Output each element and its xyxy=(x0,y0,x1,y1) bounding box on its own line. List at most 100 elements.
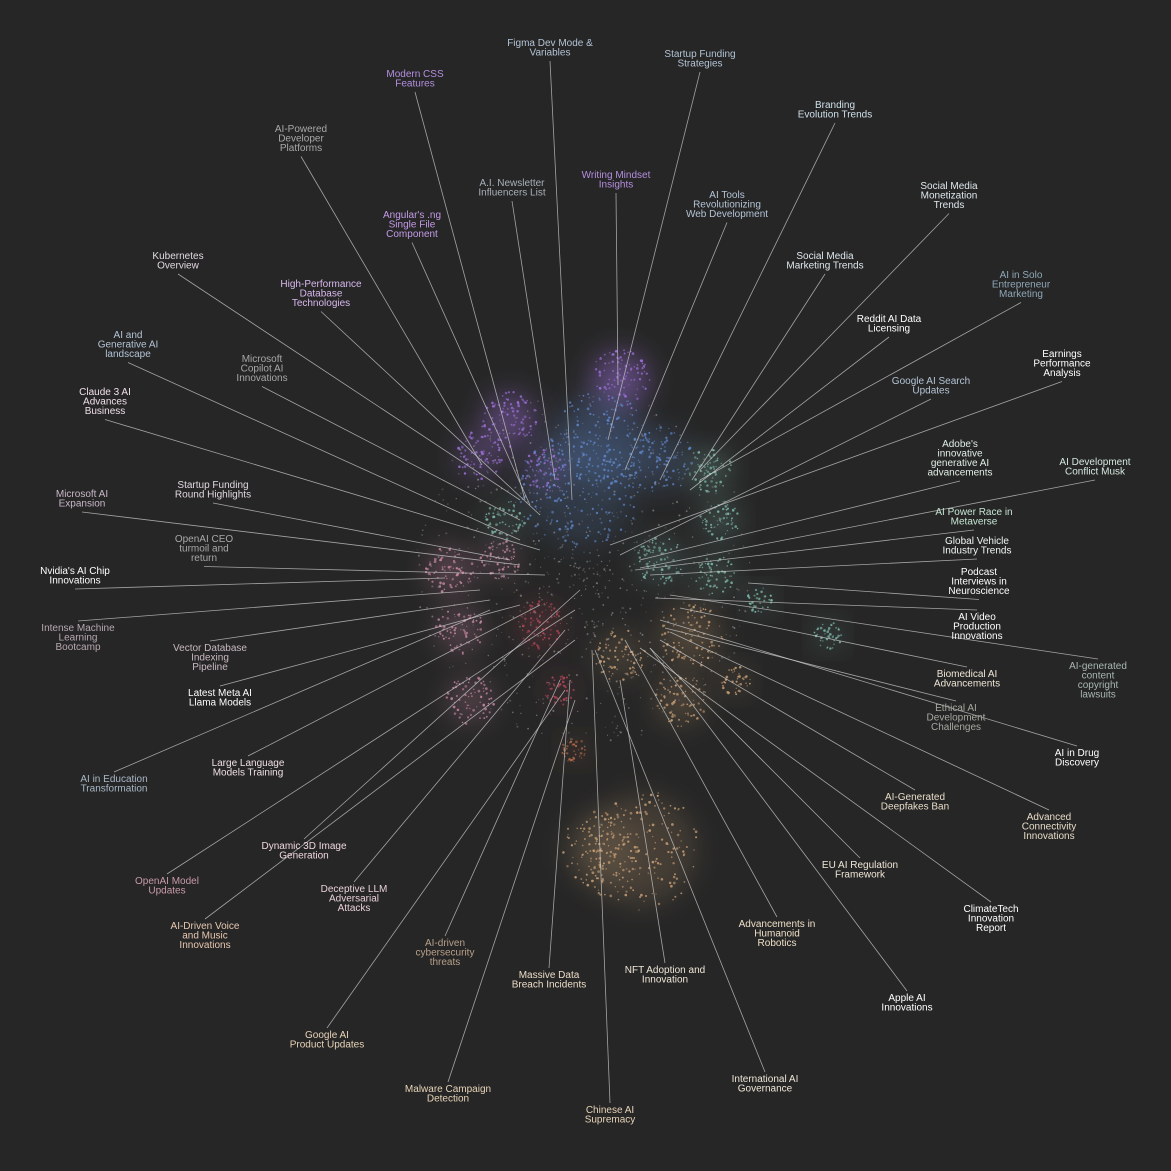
cluster-point xyxy=(572,856,574,859)
topic-label-line: International AI xyxy=(732,1074,799,1085)
cluster-point xyxy=(585,473,587,476)
cluster-point xyxy=(651,539,654,542)
cluster-point xyxy=(548,605,551,608)
cluster-point xyxy=(714,489,718,492)
cluster-point xyxy=(500,575,503,578)
cluster-point xyxy=(684,633,687,635)
cluster-point xyxy=(541,611,543,613)
cluster-point xyxy=(618,878,621,881)
cluster-point xyxy=(529,484,532,487)
cluster-point xyxy=(498,446,501,450)
background-point xyxy=(512,529,515,532)
cluster-point xyxy=(710,640,713,644)
cluster-point xyxy=(481,561,484,564)
background-point xyxy=(592,572,595,575)
background-point xyxy=(691,536,694,538)
background-point xyxy=(461,623,464,626)
cluster-point xyxy=(522,427,525,430)
cluster-point xyxy=(508,550,511,552)
background-point xyxy=(508,432,511,435)
background-point xyxy=(472,624,474,626)
cluster-point xyxy=(598,646,601,650)
topic-label-writing-mindset: Writing Mindset Insights xyxy=(582,170,651,191)
leader-line-claude-3 xyxy=(104,419,541,551)
topic-label-line: ClimateTech xyxy=(963,904,1018,915)
background-point xyxy=(497,543,500,546)
cluster-point xyxy=(476,639,479,642)
cluster-point xyxy=(574,433,577,436)
cluster-point xyxy=(672,608,675,610)
cluster-point xyxy=(459,712,462,715)
background-point xyxy=(636,426,638,429)
cluster-point xyxy=(670,579,673,582)
background-point xyxy=(579,566,581,569)
cluster-point xyxy=(523,617,527,621)
cluster-point xyxy=(724,587,726,589)
cluster-point xyxy=(674,677,677,679)
topic-label-line: AI Tools xyxy=(709,190,744,201)
background-point xyxy=(508,635,511,638)
cluster-point xyxy=(586,883,590,887)
cluster-point xyxy=(735,691,737,693)
cluster-point xyxy=(599,826,601,829)
background-point xyxy=(441,608,444,611)
cluster-point xyxy=(599,357,602,361)
cluster-point xyxy=(622,678,625,681)
background-point xyxy=(537,523,540,526)
background-point xyxy=(566,740,569,743)
cluster-point xyxy=(816,628,819,631)
cluster-point xyxy=(692,662,694,665)
leader-line-llm-training xyxy=(247,604,541,757)
cluster-point xyxy=(685,468,688,471)
cluster-point xyxy=(702,519,704,522)
cluster-point xyxy=(463,615,466,618)
cluster-point xyxy=(609,855,612,858)
background-point xyxy=(568,732,570,734)
background-point xyxy=(711,485,714,489)
cluster-point xyxy=(470,562,474,566)
background-point xyxy=(472,445,475,448)
cluster-point xyxy=(655,893,657,895)
background-point xyxy=(550,606,552,608)
topic-label-line: Governance xyxy=(738,1084,793,1095)
cluster-point xyxy=(593,449,595,452)
background-point xyxy=(572,431,575,434)
cluster-point xyxy=(504,436,507,439)
cluster-point xyxy=(580,757,583,759)
cluster-point xyxy=(636,491,639,494)
cluster-point xyxy=(535,479,538,483)
background-point xyxy=(588,530,592,533)
background-point xyxy=(733,651,736,654)
cluster-point xyxy=(517,404,521,408)
cluster-point xyxy=(655,459,659,463)
cluster-point xyxy=(453,646,456,649)
cluster-point xyxy=(558,614,560,617)
cluster-point xyxy=(570,404,574,408)
cluster-point xyxy=(483,690,485,692)
cluster-point xyxy=(478,641,482,644)
background-point xyxy=(649,548,651,551)
cluster-point xyxy=(481,554,484,557)
cluster-point xyxy=(629,452,632,455)
cluster-point xyxy=(548,637,550,640)
topic-label-vector-db: Vector Database Indexing Pipeline xyxy=(173,643,247,673)
cluster-point xyxy=(731,518,733,520)
cluster-point xyxy=(491,417,494,419)
background-point xyxy=(733,596,735,599)
cluster-point xyxy=(635,446,638,450)
cluster-point xyxy=(754,610,757,613)
background-point xyxy=(597,593,600,595)
background-point xyxy=(454,562,457,564)
topic-label-line: Advances xyxy=(83,397,127,408)
cluster-point xyxy=(551,676,554,679)
background-point xyxy=(677,457,679,460)
cluster-point xyxy=(557,685,560,688)
background-point xyxy=(503,575,505,578)
cluster-point xyxy=(461,721,464,724)
cluster-point xyxy=(668,881,672,885)
cluster-point xyxy=(498,571,500,574)
cluster-point xyxy=(660,878,664,881)
cluster-point xyxy=(636,476,638,478)
cluster-point xyxy=(485,692,488,695)
background-point xyxy=(601,499,603,501)
